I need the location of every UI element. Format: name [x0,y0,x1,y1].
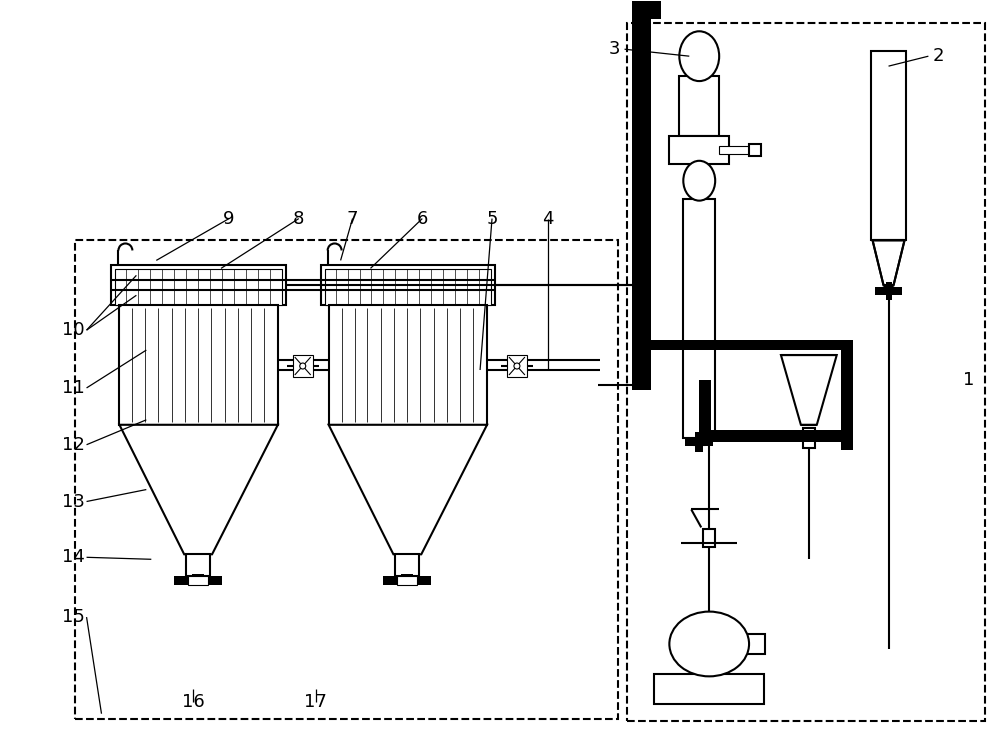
Bar [683,199,715,438]
Bar [651,340,851,350]
Bar [75,240,618,719]
Text: 2: 2 [933,47,944,65]
Text: 13: 13 [62,493,85,510]
Bar [192,574,204,577]
Bar [693,440,705,444]
Bar [507,355,527,377]
Bar [699,380,711,441]
Bar [401,574,413,577]
Bar [627,23,985,720]
Text: 1: 1 [963,371,974,389]
Ellipse shape [669,611,749,677]
Text: 6: 6 [417,209,428,228]
Ellipse shape [300,363,306,369]
Bar [803,428,815,447]
Bar [115,269,282,305]
Bar [886,295,892,301]
Text: 11: 11 [62,379,85,397]
Text: 12: 12 [62,436,85,453]
Bar [747,634,765,654]
Bar [654,674,764,703]
Bar [397,577,417,585]
Bar [188,577,208,585]
Text: 7: 7 [347,209,358,228]
Bar [719,146,749,154]
Text: 9: 9 [223,209,235,228]
Polygon shape [329,425,487,554]
Bar [699,430,841,441]
Text: 14: 14 [62,548,85,566]
Bar [293,355,313,377]
Bar [871,51,906,240]
Bar [111,266,286,305]
Text: 4: 4 [542,209,554,228]
Bar [383,577,431,585]
Bar [695,432,703,438]
Bar [695,446,703,452]
Ellipse shape [679,31,719,81]
Bar [703,529,715,548]
Bar [886,283,892,287]
Bar [841,340,853,450]
Text: 8: 8 [293,209,304,228]
Polygon shape [119,425,278,554]
Bar [632,1,661,19]
Text: 15: 15 [62,608,85,626]
Text: 10: 10 [62,321,85,339]
Bar [395,554,419,577]
Bar [669,136,729,164]
Text: 17: 17 [304,693,327,711]
Bar [679,76,719,136]
Bar [119,305,278,425]
Text: 16: 16 [182,693,205,711]
Bar [749,144,761,156]
Text: 3: 3 [609,40,620,58]
Bar [632,1,651,390]
Bar [174,577,222,585]
Ellipse shape [514,363,520,369]
Bar [325,269,491,305]
Bar [186,554,210,577]
Bar [875,287,902,295]
Ellipse shape [683,161,715,200]
Polygon shape [781,355,837,425]
Bar [321,266,495,305]
Text: 5: 5 [486,209,498,228]
Polygon shape [873,240,904,286]
Bar [685,438,713,446]
Bar [329,305,487,425]
